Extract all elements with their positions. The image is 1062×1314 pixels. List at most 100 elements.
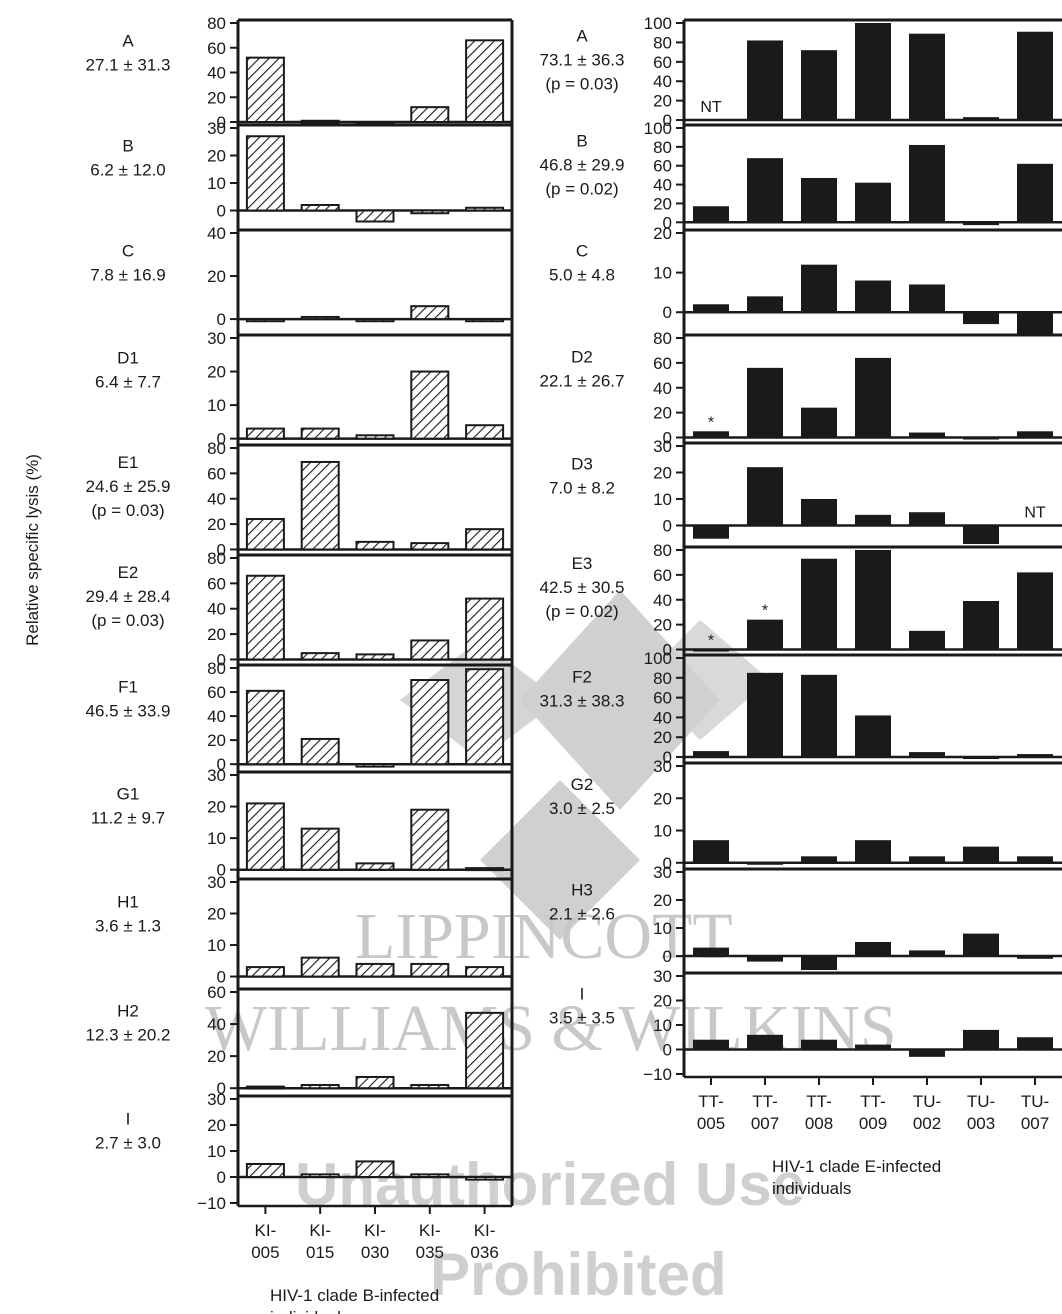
bar — [1017, 572, 1053, 650]
bar — [300, 427, 340, 440]
y-tick-label: 0 — [663, 516, 672, 535]
bar — [465, 597, 505, 661]
bar — [300, 204, 340, 212]
panel-id: A — [122, 32, 134, 51]
y-tick-label: 60 — [207, 683, 226, 702]
panel-id: B — [576, 131, 587, 150]
bar — [801, 50, 837, 121]
y-tick-label: 10 — [207, 829, 226, 848]
panel-clade-e-H3: 0 10 20 30 H3 2.1 ± 2.6 — [549, 863, 1062, 973]
bar — [355, 540, 395, 551]
panel-id: F2 — [572, 668, 592, 687]
panel-clade-b-B: 0 10 20 30 B 6.2 ± 12.0 — [90, 119, 514, 230]
panel-p-value: (p = 0.02) — [545, 179, 618, 198]
y-tick-label: 60 — [207, 464, 226, 483]
bar — [410, 209, 450, 215]
panel-id: F1 — [118, 677, 138, 696]
y-tick-label: 40 — [207, 707, 226, 726]
y-tick-label: 0 — [663, 748, 672, 767]
bar — [465, 966, 505, 978]
y-tick-label: 20 — [207, 798, 226, 817]
bar — [693, 1039, 729, 1050]
y-tick-label: 40 — [207, 64, 226, 83]
y-tick-label: 10 — [207, 1142, 226, 1161]
bar — [747, 40, 783, 121]
panel-id: E2 — [118, 563, 139, 582]
y-tick-label: 40 — [653, 379, 672, 398]
bar — [801, 264, 837, 313]
panel-p-value: (p = 0.03) — [91, 501, 164, 520]
y-tick-label: 10 — [207, 936, 226, 955]
bar — [465, 318, 505, 323]
y-tick-label: 20 — [653, 463, 672, 482]
x-tick-label: KI-030 — [361, 1221, 389, 1262]
x-axis-title: HIV-1 clade E-infected individuals — [772, 1157, 941, 1198]
panel-clade-b-I: −10 0 10 20 30 I 2.7 ± 3.0 — [95, 1090, 514, 1213]
y-tick-label: 0 — [663, 111, 672, 130]
bar — [245, 518, 285, 551]
panel-stats: 27.1 ± 31.3 — [86, 56, 171, 75]
bar — [747, 367, 783, 438]
bar — [300, 119, 340, 124]
panel-id: B — [122, 137, 133, 156]
bar — [355, 209, 395, 223]
y-tick-label: 100 — [644, 14, 672, 33]
bar — [801, 1039, 837, 1050]
y-tick-label: 60 — [207, 574, 226, 593]
y-tick-label: 0 — [663, 641, 672, 660]
panel-stats: 3.0 ± 2.5 — [549, 799, 615, 818]
y-tick-label: 20 — [207, 731, 226, 750]
bar — [410, 370, 450, 440]
bar — [747, 1034, 783, 1050]
bar — [355, 653, 395, 661]
y-tick-label: 40 — [653, 591, 672, 610]
bar — [747, 862, 783, 865]
bar — [410, 679, 450, 766]
bar — [465, 867, 505, 872]
bar — [1017, 431, 1053, 438]
panel-stats: 3.6 ± 1.3 — [95, 916, 161, 935]
panel-p-value: (p = 0.03) — [91, 611, 164, 630]
bar — [410, 305, 450, 321]
bar — [245, 427, 285, 440]
y-tick-label: 20 — [653, 224, 672, 243]
y-axis-label: Relative specific lysis (%) — [23, 454, 42, 646]
bar — [693, 649, 729, 652]
y-tick-label: 20 — [653, 728, 672, 747]
panel-clade-e-D3: 0 10 20 30 NT D3 7.0 ± 8.2 — [549, 437, 1062, 547]
panel-clade-b-H1: 0 10 20 30 H1 3.6 ± 1.3 — [95, 873, 514, 989]
bar — [855, 1044, 891, 1050]
y-tick-label: 60 — [653, 53, 672, 72]
bar — [410, 639, 450, 661]
y-tick-label: 30 — [207, 119, 226, 138]
y-tick-label: 20 — [653, 194, 672, 213]
panel-stats: 46.5 ± 33.9 — [86, 701, 171, 720]
bar — [909, 856, 945, 863]
significance-asterisk: * — [708, 414, 714, 431]
y-tick-label: 0 — [217, 755, 226, 774]
y-tick-label: 60 — [207, 39, 226, 58]
bar — [855, 840, 891, 863]
y-tick-label: 30 — [207, 329, 226, 348]
bar — [465, 1011, 505, 1090]
y-tick-label: 10 — [653, 264, 672, 283]
y-tick-label: 0 — [663, 303, 672, 322]
y-tick-label: 60 — [207, 983, 226, 1002]
y-tick-label: 0 — [663, 1041, 672, 1060]
bar — [300, 652, 340, 661]
panel-stats: 31.3 ± 38.3 — [540, 692, 625, 711]
y-tick-label: 0 — [217, 1168, 226, 1187]
panel-id: G1 — [117, 784, 140, 803]
panel-stats: 11.2 ± 9.7 — [91, 808, 165, 827]
y-tick-label: 80 — [653, 138, 672, 157]
panel-id: D1 — [117, 348, 139, 367]
bar — [747, 672, 783, 758]
bar — [693, 751, 729, 758]
bar — [245, 574, 285, 661]
watermark-line2: WILLIAMS & WILKINS — [205, 992, 897, 1065]
bar — [963, 312, 999, 325]
bar — [909, 1049, 945, 1057]
bar — [300, 460, 340, 551]
bar — [801, 498, 837, 526]
